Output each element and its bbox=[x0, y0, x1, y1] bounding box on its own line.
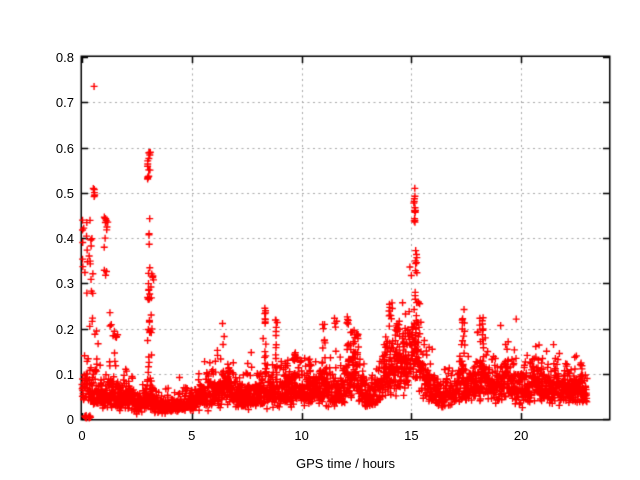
x-tick-label: 20 bbox=[513, 428, 529, 443]
y-tick-label: 0 bbox=[66, 412, 74, 427]
y-tick-label: 0.6 bbox=[55, 140, 74, 156]
x-tick-label: 5 bbox=[188, 428, 196, 443]
y-tick-label: 0.5 bbox=[55, 185, 74, 201]
x-axis-label: GPS time / hours bbox=[296, 456, 395, 471]
y-tick-label: 0.4 bbox=[55, 231, 74, 246]
x-tick-label: 15 bbox=[404, 428, 419, 443]
y-tick-label: 0.1 bbox=[55, 366, 74, 382]
y-tick-label: 0.3 bbox=[55, 276, 74, 292]
y-tick-label: 0.8 bbox=[55, 50, 74, 65]
x-tick-label: 0 bbox=[78, 428, 86, 443]
y-tick-label: 0.7 bbox=[55, 95, 74, 111]
y-tick-label: 0.2 bbox=[55, 321, 74, 337]
x-tick-label: 10 bbox=[294, 428, 309, 443]
